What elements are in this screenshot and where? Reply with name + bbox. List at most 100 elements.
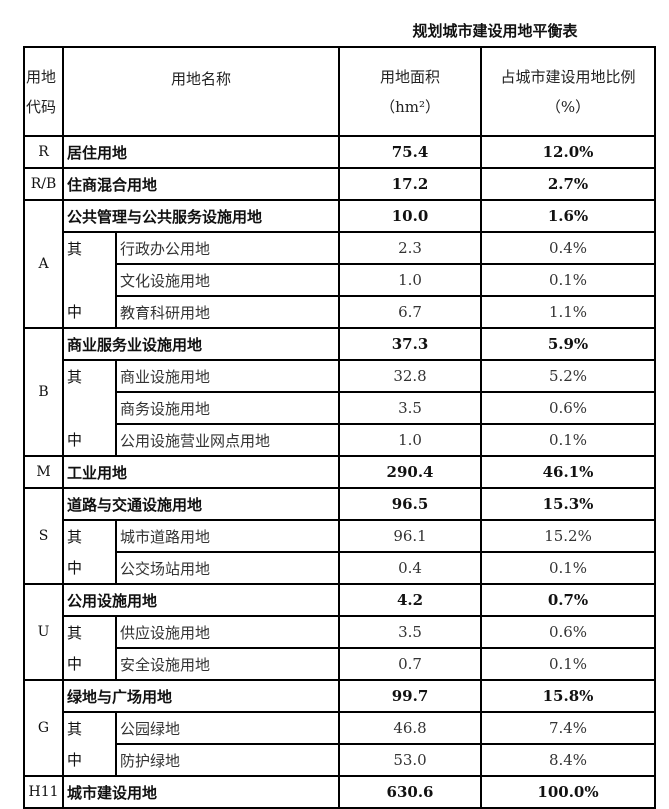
sub-land-use-name: 商业设施用地 <box>114 359 341 393</box>
land-area: 17.2 <box>338 167 483 201</box>
land-use-code: H11 <box>23 775 64 809</box>
qizhong-label: 中 <box>62 296 117 329</box>
header-ratio-line1: 占城市建设用地比例 <box>500 67 636 86</box>
land-ratio: 12.0% <box>480 135 657 169</box>
land-use-code: G <box>23 679 64 777</box>
land-ratio: 15.3% <box>480 487 657 521</box>
land-ratio: 2.7% <box>480 167 657 201</box>
header-code-line2: 代码 <box>26 97 57 116</box>
table-row-category: S 道路与交通设施用地 96.5 15.3% <box>23 487 657 585</box>
header-area-line2: （hm²） <box>380 97 440 116</box>
sub-land-ratio: 5.2% <box>480 359 657 393</box>
land-area: 96.5 <box>338 487 483 521</box>
land-use-balance-table: 用地 代码 用地名称 用地面积 （hm²） 占城市建设用地比例 （%） R 居住用… <box>23 46 657 809</box>
sub-land-area: 32.8 <box>338 359 483 393</box>
sub-land-area: 53.0 <box>338 743 483 777</box>
sub-land-ratio: 1.1% <box>480 295 657 329</box>
table-row-category: M 工业用地 290.4 46.1% <box>23 455 657 489</box>
land-use-code: M <box>23 455 64 489</box>
sub-land-ratio: 15.2% <box>480 519 657 553</box>
qizhong-label: 其 <box>62 520 117 552</box>
header-area-line1: 用地面积 <box>380 67 441 86</box>
sub-land-area: 3.5 <box>338 391 483 425</box>
sub-land-area: 0.4 <box>338 551 483 585</box>
table-row-category: B 商业服务业设施用地 37.3 5.9% <box>23 327 657 457</box>
land-ratio: 46.1% <box>480 455 657 489</box>
land-ratio: 15.8% <box>480 679 657 713</box>
sub-land-ratio: 0.6% <box>480 391 657 425</box>
table-row-subcategory: 中公交场站用地 0.4 0.1% <box>24 551 657 585</box>
qizhong-label: 中 <box>62 552 117 585</box>
table-row-subcategory: 其城市道路用地 96.1 15.2% <box>24 519 657 553</box>
sub-land-area: 1.0 <box>338 263 483 297</box>
sub-land-use-name: 供应设施用地 <box>114 615 341 649</box>
land-ratio: 1.6% <box>480 199 657 233</box>
sub-land-area: 3.5 <box>338 615 483 649</box>
table-row-subcategory: 商务设施用地 3.5 0.6% <box>24 391 657 425</box>
header-ratio: 占城市建设用地比例 （%） <box>480 46 657 137</box>
sub-land-use-name: 行政办公用地 <box>114 231 341 265</box>
sub-land-ratio: 7.4% <box>480 711 657 745</box>
land-use-code: R/B <box>23 167 64 201</box>
table-row-subcategory: 其商业设施用地 32.8 5.2% <box>24 359 657 393</box>
sub-land-area: 96.1 <box>338 519 483 553</box>
header-code-line1: 用地 <box>26 67 57 86</box>
sub-land-area: 6.7 <box>338 295 483 329</box>
qizhong-label: 其 <box>62 616 117 648</box>
sub-land-area: 0.7 <box>338 647 483 681</box>
land-use-name: 住商混合用地 <box>61 167 341 201</box>
sub-land-area: 1.0 <box>338 423 483 457</box>
land-ratio: 0.7% <box>480 583 657 617</box>
land-use-code: S <box>23 487 64 585</box>
sub-land-ratio: 0.1% <box>480 423 657 457</box>
table-row-category: R 居住用地 75.4 12.0% <box>23 135 657 169</box>
qizhong-label: 中 <box>62 424 117 457</box>
table-row-subcategory: 其供应设施用地 3.5 0.6% <box>24 615 657 649</box>
sub-land-ratio: 0.6% <box>480 615 657 649</box>
land-area: 4.2 <box>338 583 483 617</box>
land-use-code: A <box>23 199 64 329</box>
table-row-category: U 公用设施用地 4.2 0.7% <box>23 583 657 681</box>
land-use-name: 公共管理与公共服务设施用地 <box>61 199 341 233</box>
land-area: 75.4 <box>338 135 483 169</box>
sub-land-ratio: 0.1% <box>480 263 657 297</box>
land-use-code: B <box>23 327 64 457</box>
sub-land-area: 46.8 <box>338 711 483 745</box>
table-row-subcategory: 中教育科研用地 6.7 1.1% <box>24 295 657 329</box>
table-body: R 居住用地 75.4 12.0% R/B 住商混合用地 17.2 2.7% A 公共管理与公共服… <box>23 135 657 809</box>
land-area: 99.7 <box>338 679 483 713</box>
land-use-name: 居住用地 <box>61 135 341 169</box>
sub-land-use-name: 教育科研用地 <box>114 295 341 329</box>
table-row-subcategory: 其公园绿地 46.8 7.4% <box>24 711 657 745</box>
land-use-code: U <box>23 583 64 681</box>
header-area: 用地面积 （hm²） <box>338 46 483 137</box>
table-row-subcategory: 中安全设施用地 0.7 0.1% <box>24 647 657 681</box>
sub-land-ratio: 8.4% <box>480 743 657 777</box>
qizhong-label: 中 <box>62 648 117 681</box>
qizhong-label <box>62 264 117 296</box>
table-row-category: G 绿地与广场用地 99.7 15.8% <box>23 679 657 777</box>
land-area: 37.3 <box>338 327 483 361</box>
sub-land-use-name: 防护绿地 <box>114 743 341 777</box>
land-use-name: 工业用地 <box>61 455 341 489</box>
table-row-category: H11 城市建设用地 630.6 100.0% <box>23 775 657 809</box>
sub-land-use-name: 公交场站用地 <box>114 551 341 585</box>
qizhong-label: 其 <box>62 360 117 392</box>
qizhong-label: 其 <box>62 232 117 264</box>
sub-land-ratio: 0.1% <box>480 551 657 585</box>
land-use-name: 商业服务业设施用地 <box>61 327 341 361</box>
sub-land-area: 2.3 <box>338 231 483 265</box>
sub-land-ratio: 0.4% <box>480 231 657 265</box>
sub-land-use-name: 文化设施用地 <box>114 263 341 297</box>
sub-land-use-name: 商务设施用地 <box>114 391 341 425</box>
land-use-name: 道路与交通设施用地 <box>61 487 341 521</box>
sub-land-use-name: 城市道路用地 <box>114 519 341 553</box>
land-use-name: 公用设施用地 <box>61 583 341 617</box>
sub-land-use-name: 公园绿地 <box>114 711 341 745</box>
table-row-subcategory: 其行政办公用地 2.3 0.4% <box>24 231 657 265</box>
header-code: 用地 代码 <box>23 46 64 137</box>
header-ratio-line2: （%） <box>545 97 591 116</box>
land-ratio: 5.9% <box>480 327 657 361</box>
land-use-name: 绿地与广场用地 <box>61 679 341 713</box>
land-area: 290.4 <box>338 455 483 489</box>
